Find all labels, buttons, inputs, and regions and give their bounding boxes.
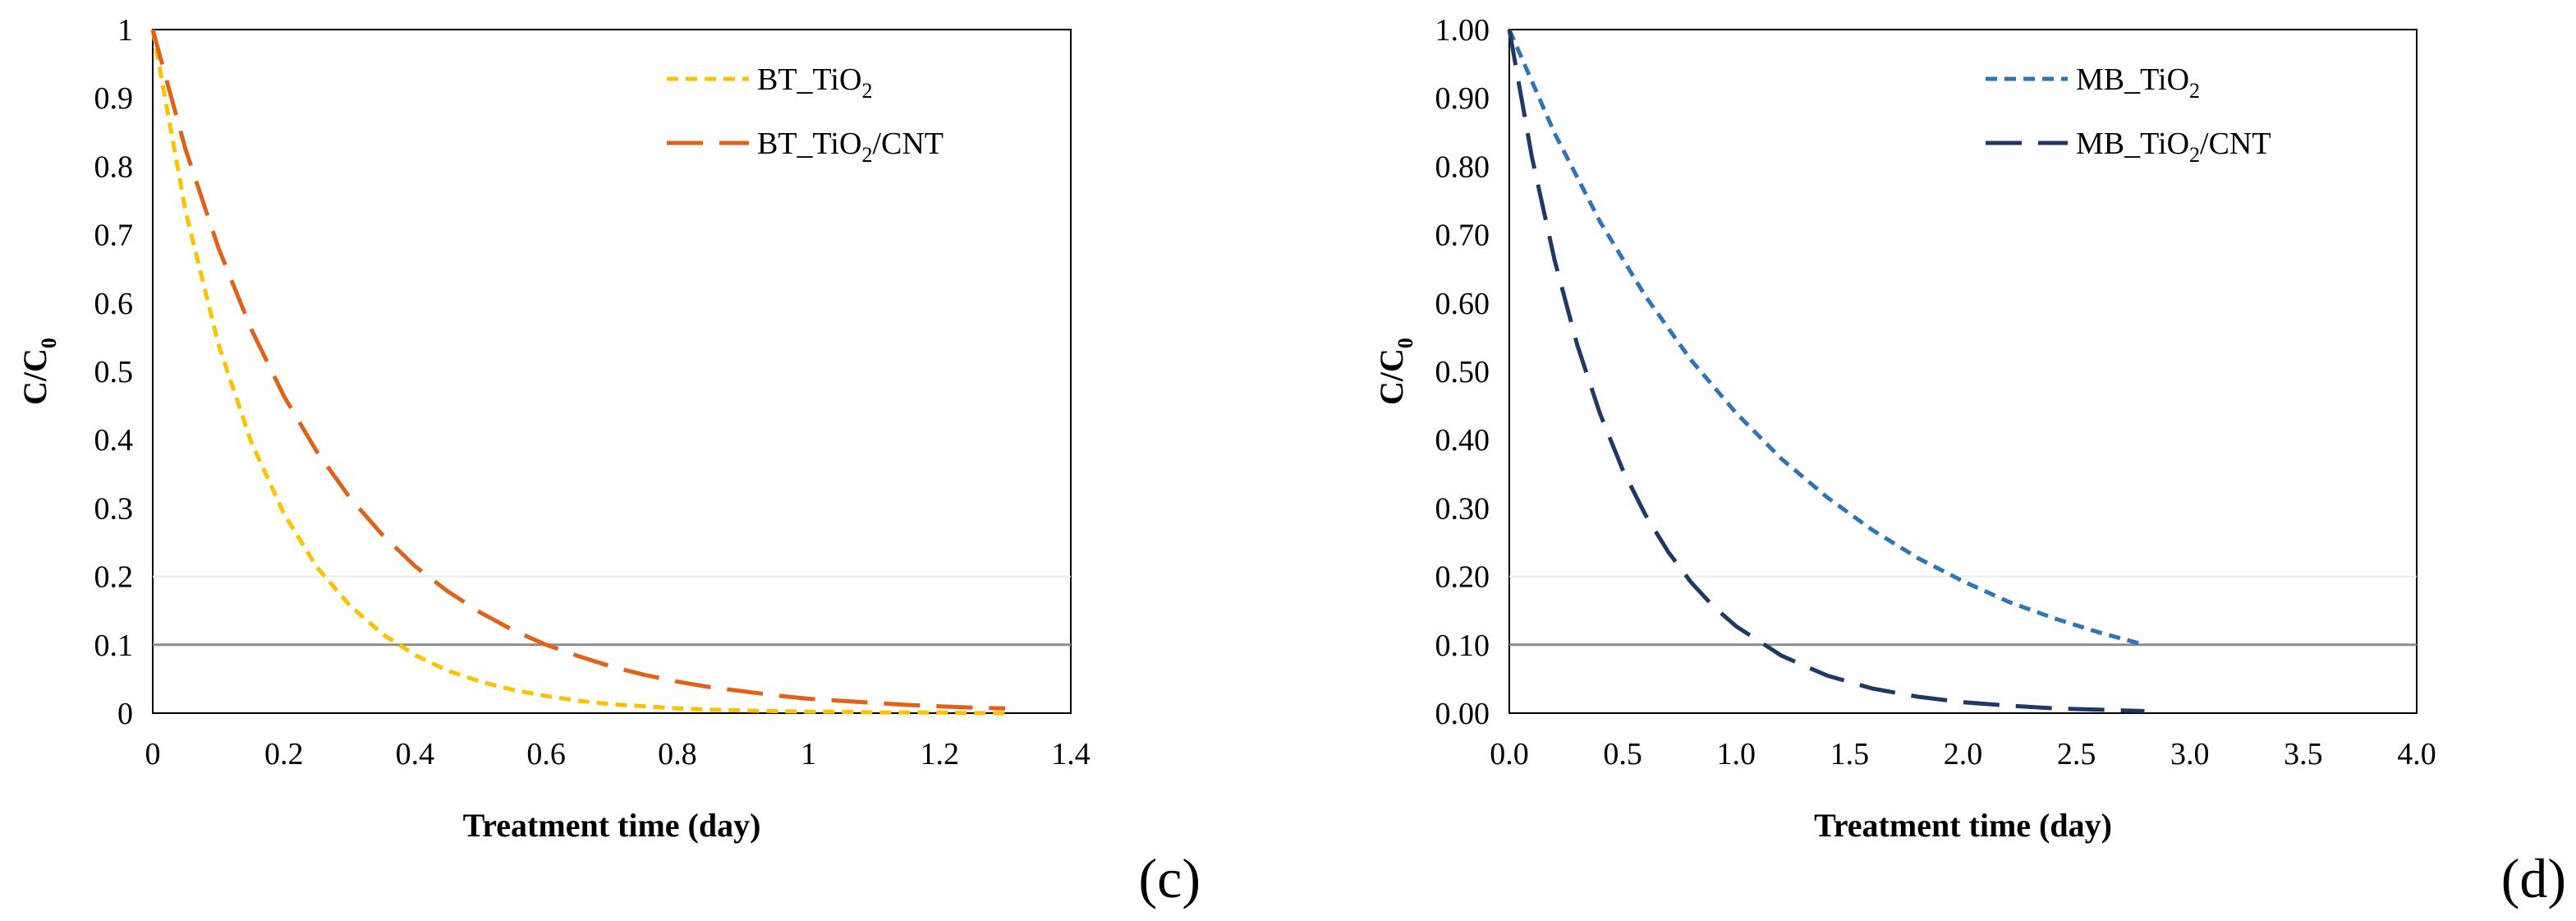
x-tick-label: 0.2 xyxy=(264,737,304,771)
y-tick-label: 0.1 xyxy=(94,629,134,663)
plot-area-frame xyxy=(1508,29,2418,714)
legend-label-subscript: 2 xyxy=(861,79,872,103)
y-tick-label: 0.20 xyxy=(1435,560,1490,595)
y-axis-title-subscript: 0 xyxy=(37,338,61,348)
legend-label-text: MB_TiO xyxy=(2076,62,2189,97)
x-tick-label: 0.6 xyxy=(526,737,566,771)
y-tick-label: 0.5 xyxy=(94,355,134,389)
chart-panel-d: 0.000.100.200.300.400.500.600.700.800.90… xyxy=(1373,13,2566,909)
legend-label-text: MB_TiO xyxy=(2076,127,2189,161)
legend-label-suffix: /CNT xyxy=(2200,127,2271,161)
x-tick-label: 4.0 xyxy=(2397,737,2436,771)
x-axis-title: Treatment time (day) xyxy=(463,807,761,844)
x-tick-label: 3.5 xyxy=(2284,737,2323,771)
legend-label-suffix: /CNT xyxy=(872,127,944,161)
y-tick-label: 0.90 xyxy=(1435,81,1490,116)
x-tick-label: 2.5 xyxy=(2057,737,2096,771)
y-tick-label: 0 xyxy=(117,697,133,731)
x-tick-label: 1.5 xyxy=(1830,737,1870,771)
legend-label: MB_TiO2 xyxy=(2076,62,2200,103)
x-tick-label: 2.0 xyxy=(1944,737,1983,771)
y-tick-label: 1 xyxy=(117,13,133,48)
y-tick-label: 0.7 xyxy=(94,219,134,253)
y-tick-label: 0.00 xyxy=(1435,697,1490,731)
y-tick-label: 0.80 xyxy=(1435,150,1490,184)
y-axis-title-main: C/C xyxy=(1373,348,1410,405)
x-tick-label: 0 xyxy=(145,737,161,771)
series-line-1 xyxy=(150,29,1006,711)
legend-label: BT_TiO2 xyxy=(757,62,872,103)
y-tick-label: 0.60 xyxy=(1435,287,1490,321)
legend-label-text: BT_TiO xyxy=(757,127,861,161)
plot-area-frame xyxy=(152,29,1072,714)
y-tick-label: 1.00 xyxy=(1435,13,1490,48)
legend-label-subscript: 2 xyxy=(861,143,872,167)
x-tick-label: 1 xyxy=(801,737,816,771)
y-tick-label: 0.10 xyxy=(1435,629,1490,663)
chart-panel-c: 0 0.1 0.2 0.3 0.4 0.5 0.6 0.7 0.8 0.9 1 0 0.2 0.4 0.6 0… xyxy=(16,13,1201,909)
y-axis-title: C/C0 xyxy=(1373,338,1417,405)
y-tick-label: 0.40 xyxy=(1435,423,1490,458)
legend-label-text: BT_TiO xyxy=(757,62,861,97)
y-tick-label: 0.3 xyxy=(94,491,134,526)
x-tick-label: 0.8 xyxy=(658,737,697,771)
y-axis-title-main: C/C xyxy=(16,348,53,405)
series-line-0 xyxy=(1507,28,2146,647)
x-axis-title: Treatment time (day) xyxy=(1814,807,2112,844)
y-tick-label: 0.30 xyxy=(1435,491,1490,526)
series-line-1 xyxy=(1507,29,2145,713)
y-axis-title: C/C0 xyxy=(16,338,61,405)
y-tick-label: 0.50 xyxy=(1435,355,1490,389)
legend-label: BT_TiO2/CNT xyxy=(757,127,944,167)
series-line-0 xyxy=(150,29,1006,716)
x-tick-label: 1.2 xyxy=(921,737,960,771)
x-tick-label: 0.5 xyxy=(1603,737,1642,771)
panel-label: (c) xyxy=(1139,847,1201,909)
y-tick-label: 0.2 xyxy=(94,560,134,595)
x-tick-label: 1.0 xyxy=(1717,737,1756,771)
x-tick-label: 0.0 xyxy=(1490,737,1529,771)
y-tick-label: 0.9 xyxy=(94,81,134,116)
legend-label: MB_TiO2/CNT xyxy=(2076,127,2271,167)
x-tick-label: 1.4 xyxy=(1051,737,1091,771)
legend-label-subscript: 2 xyxy=(2189,143,2200,167)
y-tick-label: 0.70 xyxy=(1435,219,1490,253)
y-axis-title-subscript: 0 xyxy=(1394,338,1417,348)
y-tick-label: 0.4 xyxy=(94,423,134,458)
legend-label-subscript: 2 xyxy=(2189,79,2200,103)
panel-label: (d) xyxy=(2501,847,2566,909)
y-tick-label: 0.6 xyxy=(94,287,134,321)
x-tick-label: 3.0 xyxy=(2170,737,2210,771)
y-tick-label: 0.8 xyxy=(94,150,134,184)
x-tick-label: 0.4 xyxy=(396,737,435,771)
